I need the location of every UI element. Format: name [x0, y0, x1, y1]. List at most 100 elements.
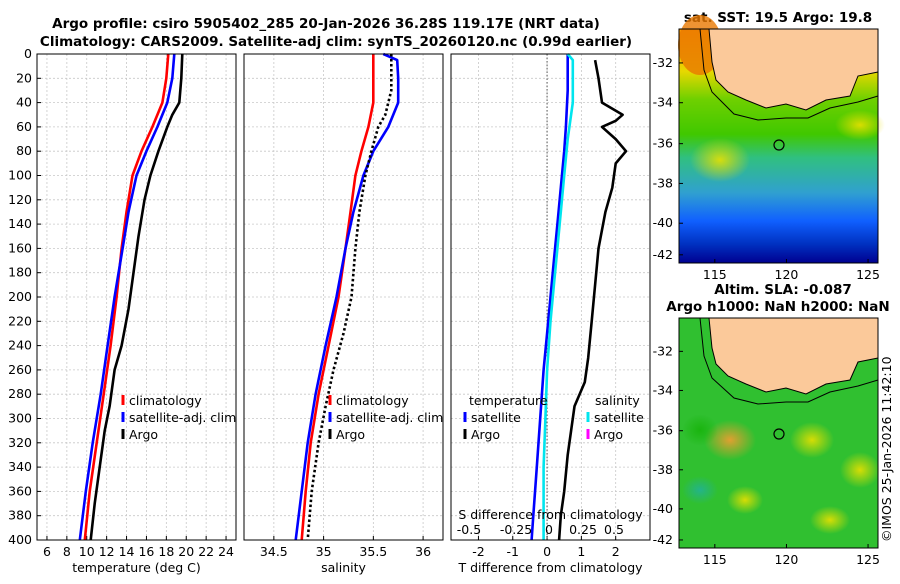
y-tick-label: 0: [24, 46, 32, 61]
legend-title: temperature: [469, 393, 548, 408]
isobath: [699, 317, 879, 405]
series-line-t-argo: [557, 59, 628, 541]
plot-frame: [243, 53, 444, 541]
lat-tick-label: -32: [653, 343, 673, 358]
legend-label: satellite: [471, 410, 521, 425]
x-tick-label: 18: [158, 544, 174, 559]
lon-tick-label: 125: [856, 552, 880, 567]
y-tick-label: 120: [8, 192, 32, 207]
s-tick-label: 0: [545, 522, 553, 537]
coastline: [708, 28, 879, 111]
y-tick-label: 220: [8, 313, 32, 328]
y-tick-label: 160: [8, 240, 32, 255]
lat-tick-label: -36: [653, 136, 673, 151]
lon-tick-label: 125: [856, 267, 880, 282]
x-tick-label: 20: [178, 544, 194, 559]
salinity-panel: 34.5 35 35.5 36 salinity climatology satellite…: [243, 52, 444, 575]
sla-positive-anomaly: [810, 506, 850, 534]
lon-tick-label: 115: [703, 552, 727, 567]
series-line-argo: [306, 54, 393, 541]
sst-warm-eddy: [690, 138, 750, 182]
y-tick-label: 40: [16, 95, 32, 110]
temperature-panel: 6 8 10 12 14 16 18 20 22 240204060801001201401601…: [8, 46, 237, 575]
x-tick-label: 34.5: [260, 544, 288, 559]
sla-positive-anomaly: [840, 452, 880, 488]
s-tick-label: -0.5: [457, 522, 481, 537]
isobath: [699, 28, 879, 121]
lon-tick-label: 115: [703, 267, 727, 282]
copyright-stamp: ©IMOS 25-Jan-2026 11:42:10: [879, 356, 894, 542]
x-tick-label: 16: [138, 544, 154, 559]
figure-title-line1: Argo profile: csiro 5905402_285 20-Jan-2…: [52, 16, 600, 32]
x-tick-label: 35.5: [359, 544, 387, 559]
sla-neutral-region: [682, 414, 718, 446]
x-tick-label: 10: [79, 544, 95, 559]
lat-tick-label: -40: [653, 215, 673, 230]
difference-panel: -2 -1 0 1 2T difference from climatology temp…: [450, 53, 651, 575]
lat-tick-label: -42: [653, 532, 673, 547]
x-tick-label: 2: [612, 544, 620, 559]
lon-tick-label: 120: [775, 552, 799, 567]
x-tick-label: 12: [99, 544, 115, 559]
legend-label: climatology: [129, 393, 202, 408]
x-axis-label: temperature (deg C): [72, 560, 201, 575]
y-tick-label: 340: [8, 459, 32, 474]
x-tick-label: 14: [119, 544, 135, 559]
sla-positive-anomaly: [727, 486, 763, 514]
land-mass: [709, 29, 878, 110]
s-tick-label: 0.5: [604, 522, 624, 537]
legend-title: salinity: [595, 393, 640, 408]
lon-tick-label: 120: [775, 267, 799, 282]
lat-tick-label: -38: [653, 462, 673, 477]
legend-label: Argo: [336, 427, 365, 442]
sla-map-title-line2: Argo h1000: NaN h2000: NaN: [666, 299, 889, 315]
series-line-climatology: [300, 54, 375, 541]
legend-label: Argo: [129, 427, 158, 442]
series-line-satellite-adj-clim: [294, 52, 400, 541]
lat-tick-label: -36: [653, 423, 673, 438]
sla-map-ticks: -32 -34 -36 -38 -40 -42 115 120 125: [653, 343, 880, 567]
series-line-t-satellite: [530, 54, 570, 541]
x-tick-label: -1: [507, 544, 519, 559]
legend-label: satellite-adj. clim: [129, 410, 236, 425]
sla-negative-anomaly: [682, 476, 718, 504]
y-tick-label: 60: [16, 119, 32, 134]
figure-title-line2: Climatology: CARS2009. Satellite-adj cli…: [40, 34, 632, 50]
x-tick-label: 8: [63, 544, 71, 559]
y-tick-label: 360: [8, 483, 32, 498]
x-tick-label: 35: [316, 544, 332, 559]
x-axis-label: T difference from climatology: [457, 560, 643, 575]
y-tick-label: 200: [8, 289, 32, 304]
series-line-satellite-adj-clim: [78, 53, 176, 541]
y-tick-label: 180: [8, 265, 32, 280]
sla-positive-anomaly: [790, 422, 834, 458]
y-tick-label: 400: [8, 532, 32, 547]
sst-warm-eddy: [835, 110, 885, 140]
series-line-s-satellite: [542, 53, 575, 540]
x-tick-label: 6: [43, 544, 51, 559]
sst-map-ticks: -32 -34 -36 -38 -40 -42 115 120 125: [653, 55, 880, 282]
sla-map-title-line1: Altim. SLA: -0.087: [714, 282, 851, 298]
x-tick-label: 22: [198, 544, 214, 559]
legend-label: Argo: [594, 427, 623, 442]
sla-map-frame: [678, 317, 879, 549]
lat-tick-label: -38: [653, 175, 673, 190]
x-tick-label: -2: [472, 544, 484, 559]
x-tick-label: 0: [543, 544, 551, 559]
legend-label: climatology: [336, 393, 409, 408]
y-tick-label: 20: [16, 70, 32, 85]
plot-frame: [36, 53, 237, 541]
argo-location-marker: [773, 428, 785, 440]
lat-tick-label: -32: [653, 55, 673, 70]
argo-location-marker: [773, 139, 785, 151]
y-tick-label: 140: [8, 216, 32, 231]
y-tick-label: 300: [8, 411, 32, 426]
y-tick-label: 260: [8, 362, 32, 377]
lat-tick-label: -34: [653, 382, 673, 397]
lat-tick-label: -42: [653, 247, 673, 262]
y-tick-label: 320: [8, 435, 32, 450]
coastline: [708, 317, 879, 395]
sst-map-frame: [678, 28, 879, 264]
series-line-argo: [89, 53, 184, 541]
